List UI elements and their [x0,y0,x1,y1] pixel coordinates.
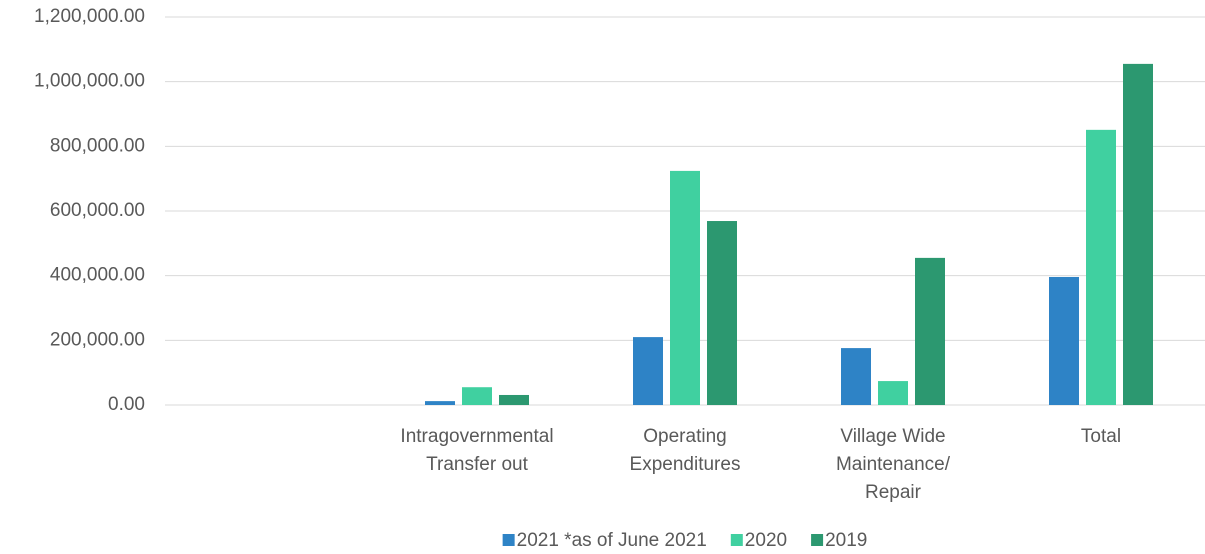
bar [462,387,492,405]
legend-label: 2020 [745,530,787,551]
bar [499,394,529,405]
y-tick-label: 0.00 [108,394,145,415]
legend-label: 2019 [825,530,867,551]
y-tick-label: 200,000.00 [50,329,145,350]
x-tick-label: Operating Expenditures [630,426,741,475]
bar [1049,276,1079,405]
x-tick-label: Village Wide Maintenance/Repair [836,426,951,503]
bar [1086,129,1116,406]
bar [425,401,455,405]
y-tick-label: 800,000.00 [50,135,145,156]
bar [1123,63,1153,406]
bar [707,221,737,405]
bar [841,348,871,405]
legend: 2021 *as of June 2021 2020 2019 [502,530,867,551]
x-tick-label: Intragovernmental Transfer out [400,426,553,475]
bar [878,381,908,405]
legend-label: 2021 *as of June 2021 [517,530,707,551]
bar [633,337,663,405]
y-tick-label: 1,200,000.00 [34,6,145,27]
bar [915,257,945,405]
x-tick-label: Total [1081,426,1121,447]
legend-swatch [502,534,515,546]
y-tick-label: 1,000,000.00 [34,71,145,92]
bar [670,170,700,405]
legend-swatch [730,534,743,546]
y-tick-label: 400,000.00 [50,265,145,286]
legend-swatch [811,534,824,546]
y-tick-label: 600,000.00 [50,200,145,221]
